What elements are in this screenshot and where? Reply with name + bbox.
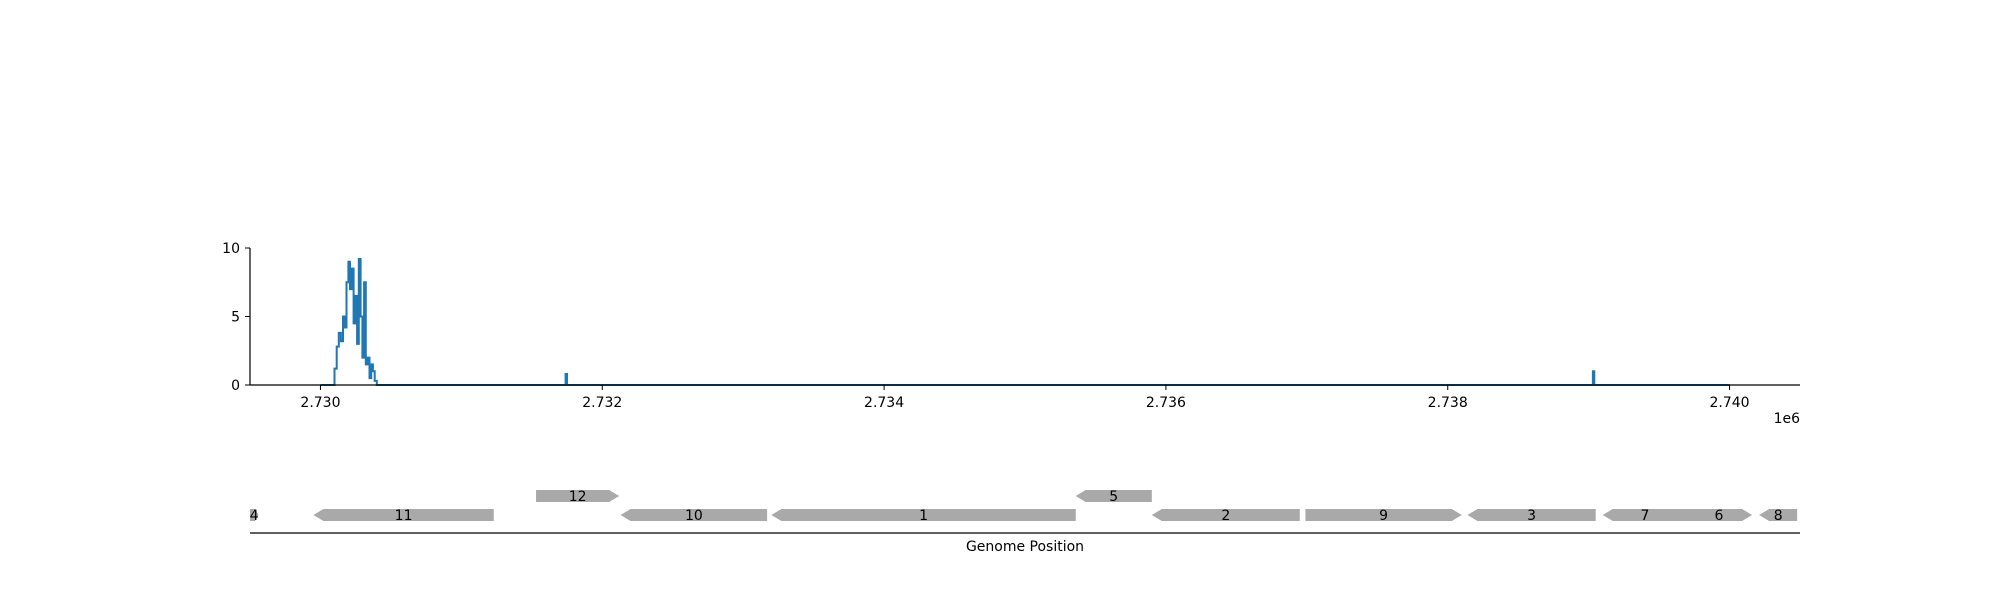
gene-label: 2 [1221,508,1230,524]
coverage-line [320,258,1730,386]
x-axis-label: Genome Position [966,539,1084,555]
gene-arrow [1075,490,1152,502]
gene-label: 9 [1379,508,1388,524]
gene-arrow [1685,509,1753,521]
gene-label: 7 [1641,508,1650,524]
y-ticks: 0 5 10 [222,241,250,394]
gene-label: 3 [1527,508,1536,524]
x-tick-label: 2.730 [300,395,340,411]
gene-arrow [1151,509,1300,521]
gene-arrow [1759,509,1798,521]
y-tick-label: 5 [231,310,240,326]
gene-arrow [1305,509,1462,521]
gene-arrow [536,490,620,502]
gene-arrow [250,509,259,521]
gene-arrow [1467,509,1596,521]
genes: 4 11 12 10 1 5 2 9 3 7 6 8 [250,489,1798,524]
gene-label: 1 [919,508,928,524]
gene-panel: 4 11 12 10 1 5 2 9 3 7 6 8 Genome Position [250,489,1800,555]
coverage-series [320,258,1730,386]
coverage-panel: 0 5 10 2.730 2.732 2.734 2.736 2.738 2.740 1e6 [222,241,1800,427]
gene-arrow [313,509,494,521]
gene-arrow [1602,509,1688,521]
gene-label: 11 [395,508,413,524]
y-tick-label: 0 [231,378,240,394]
x-tick-label: 2.740 [1709,395,1749,411]
x-tick-label: 2.732 [582,395,622,411]
gene-label: 4 [250,508,259,524]
gene-arrow [771,509,1076,521]
gene-label: 12 [569,489,587,505]
x-offset-label: 1e6 [1774,411,1801,427]
gene-arrow [620,509,768,521]
x-ticks: 2.730 2.732 2.734 2.736 2.738 2.740 [300,385,1750,411]
x-tick-label: 2.736 [1146,395,1186,411]
gene-label: 8 [1774,508,1783,524]
x-tick-label: 2.738 [1428,395,1468,411]
gene-label: 6 [1715,508,1724,524]
gene-label: 10 [685,508,703,524]
x-tick-label: 2.734 [864,395,904,411]
gene-label: 5 [1109,489,1118,505]
y-tick-label: 10 [222,241,240,257]
